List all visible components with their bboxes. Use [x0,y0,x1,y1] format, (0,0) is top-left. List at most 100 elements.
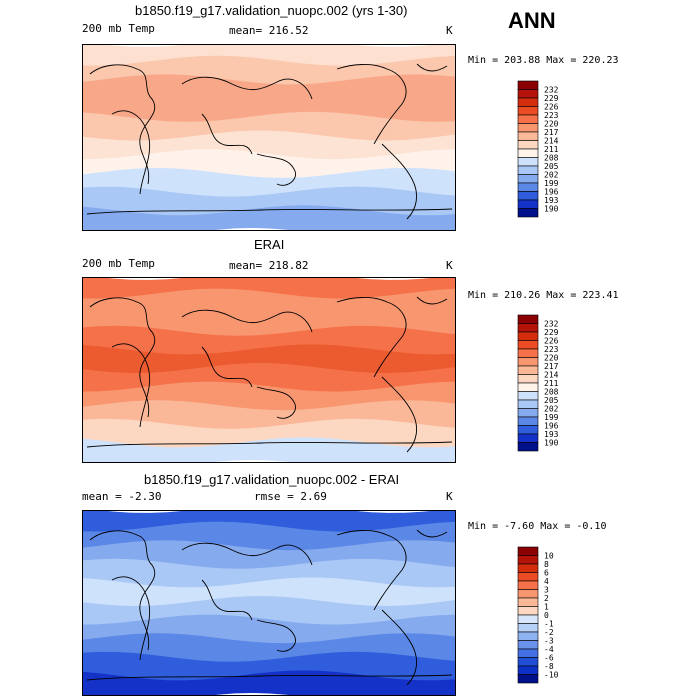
panel3-colorbar-swatch [517,546,539,556]
panel1-colorbar-swatch [517,123,539,133]
panel2-colorbar-tick-label: 190 [544,439,559,448]
panel1-map-coastline [256,153,296,186]
panel2-map-frame [82,277,456,463]
panel1-map-contour-band [82,111,456,145]
panel3-map-coastline [256,619,296,652]
panel1-map-contour-band [82,205,456,231]
panel1-map [82,44,456,231]
panel3-map-contour-band [82,577,456,610]
panel3-colorbar-tick-label: 10 [544,552,554,561]
panel1-colorbar-swatch [517,114,539,124]
panel1-variable: 200 mb Temp [82,22,155,35]
panel1-colorbar-swatch [517,148,539,158]
panel3-colorbar-swatch [517,572,539,582]
panel3-colorbar-tick-label: -1 [544,620,554,629]
panel1-colorbar-tick-label: 220 [544,120,559,129]
panel2-colorbar-tick-label: 196 [544,422,559,431]
panel3-colorbar-tick-label: -2 [544,628,554,637]
panel1-colorbar-swatch [517,191,539,201]
panel3-colorbar-swatch [517,674,539,684]
panel2-colorbar-tick-label: 193 [544,430,559,439]
panel2-colorbar-tick-label: 232 [544,320,559,329]
panel3-colorbar-tick-label: -4 [544,645,554,654]
panel2-colorbar-tick-label: 229 [544,328,559,337]
panel3-map-coastline [181,542,313,566]
panel2-colorbar-swatch [517,433,539,443]
panel2-map-coastline [381,376,418,453]
panel1-colorbar-swatch [517,174,539,184]
panel3-colorbar-tick-label: 1 [544,603,549,612]
panel1-map-coastline [86,208,453,215]
panel3-colorbar-swatch [517,631,539,641]
panel2-colorbar-swatch [517,331,539,341]
panel3-colorbar-swatch [517,580,539,590]
panel1-colorbar-tick-label: 205 [544,162,559,171]
panel1-colorbar-swatch [517,182,539,192]
panel2-colorbar-tick-label: 211 [544,379,559,388]
panel3-title: b1850.f19_g17.validation_nuopc.002 - ERA… [144,472,400,487]
panel3-colorbar-tick-label: -3 [544,637,554,646]
panel3-map-contour-band [82,596,456,629]
panel1-colorbar-swatch [517,80,539,90]
panel1-map-coastline [111,110,151,195]
panel3-units: K [446,490,453,503]
panel1-colorbar-swatch [517,157,539,167]
panel3-map-coastline [336,530,407,611]
panel1-colorbar-tick-label: 193 [544,196,559,205]
panel1-map-coastline [201,113,253,155]
panel1-colorbar-tick-label: 232 [544,86,559,95]
panel1-colorbar: 2322292262232202172142112082052021991961… [517,80,559,218]
panel1-colorbar-tick-label: 208 [544,154,559,163]
panel2-units: K [446,259,453,272]
panel2-colorbar-tick-label: 220 [544,354,559,363]
panel1-map-coastline [416,63,448,72]
panel2-map-coastline [181,309,313,333]
panel2-colorbar-swatch [517,382,539,392]
panel1-colorbar-swatch [517,131,539,141]
panel2-title: ERAI [254,237,285,252]
panel3-colorbar-tick-label: 4 [544,577,549,586]
panel1-minmax: Min = 203.88 Max = 220.23 [468,55,619,66]
panel1-colorbar-tick-label: 199 [544,179,559,188]
panel2-colorbar-swatch [517,357,539,367]
panel1-colorbar-tick-label: 217 [544,128,559,137]
panel2-map-contour-band [82,344,456,377]
panel3-colorbar-swatch [517,606,539,616]
panel2-map-coastline [89,297,156,418]
panel1-map-coastline [89,64,156,185]
panel3-minmax: Min = -7.60 Max = -0.10 [468,521,607,532]
panel2-map-contour-band [82,437,456,463]
panel2-colorbar-swatch [517,314,539,324]
panel3-colorbar-swatch [517,640,539,650]
panel1-units: K [446,24,453,37]
panel2-colorbar-swatch [517,416,539,426]
panel3-colorbar-tick-label: 6 [544,569,549,578]
panel1-colorbar-swatch [517,199,539,209]
panel1-colorbar-tick-label: 190 [544,205,559,214]
panel3-colorbar-tick-label: 3 [544,586,549,595]
panel2-map-coastline [111,343,151,428]
panel3-rmse: rmse = 2.69 [254,490,327,503]
panel2-colorbar-swatch [517,323,539,333]
panel3-colorbar-swatch [517,665,539,675]
panel2-colorbar-swatch [517,399,539,409]
panel3-map-coastline [89,530,156,651]
panel1-colorbar-swatch [517,165,539,175]
panel1-map-contour-band [82,130,456,164]
panel3-colorbar-swatch [517,597,539,607]
panel1-mean: mean= 216.52 [229,24,309,37]
panel2-colorbar-tick-label: 202 [544,405,559,414]
panel2-map-coastline [416,296,448,305]
panel3-map [82,510,456,696]
panel2-colorbar-swatch [517,348,539,358]
panel2-colorbar-tick-label: 223 [544,345,559,354]
panel1-colorbar-swatch [517,208,539,218]
panel3-colorbar-tick-label: -10 [544,671,559,680]
panel3-colorbar-swatch [517,555,539,565]
panel3-map-coastline [111,576,151,661]
panel1-map-contour-band [82,44,456,70]
panel2-colorbar-tick-label: 217 [544,362,559,371]
panel3-map-frame [82,510,456,696]
panel3-map-coastline [416,529,448,538]
